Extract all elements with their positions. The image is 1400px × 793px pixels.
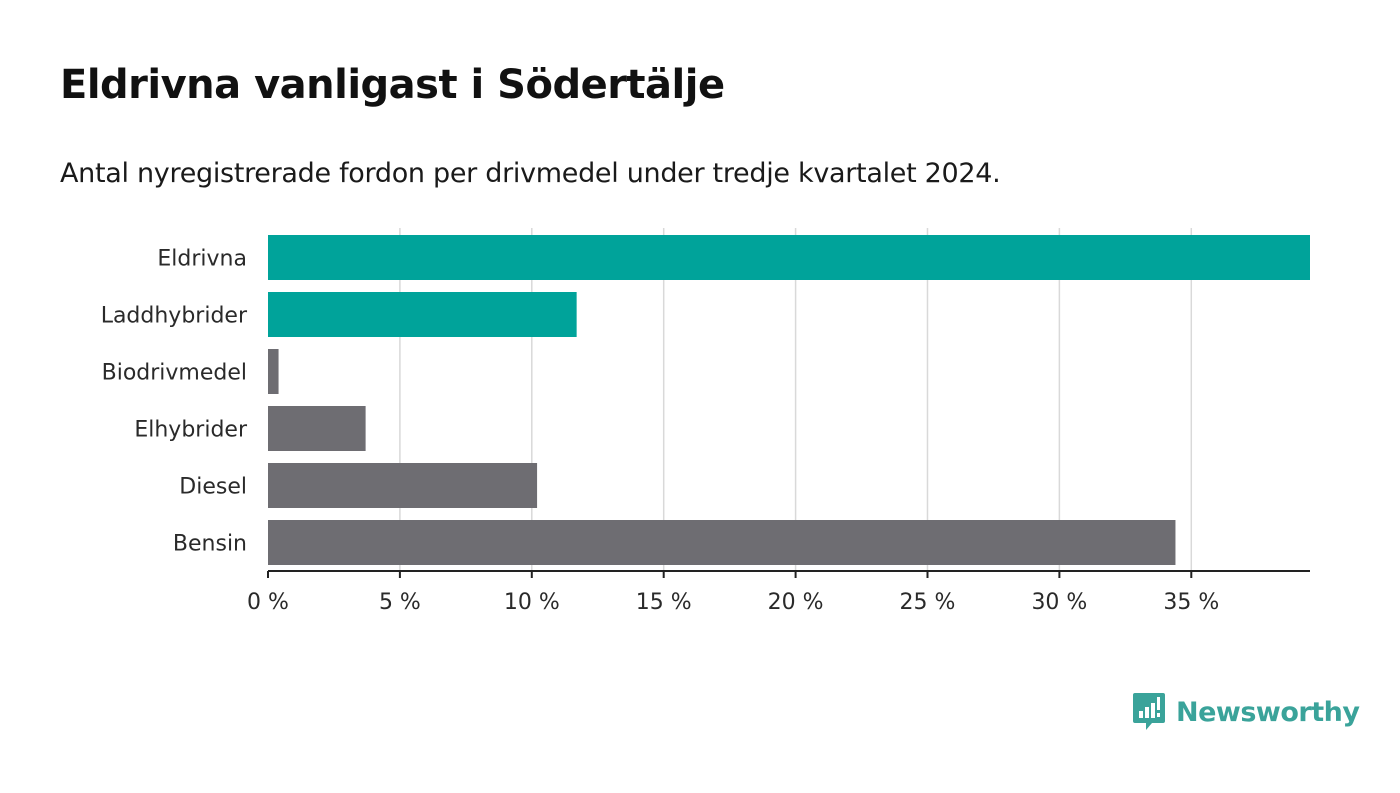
x-tick-label: 35 % — [1163, 590, 1219, 615]
bar-elhybrider — [268, 406, 366, 451]
category-label: Elhybrider — [134, 418, 248, 443]
bar-eldrivna — [268, 235, 1310, 280]
x-tick-label: 15 % — [636, 590, 692, 615]
bar-laddhybrider — [268, 292, 577, 337]
chart-subtitle: Antal nyregistrerade fordon per drivmede… — [60, 158, 1001, 189]
x-tick-label: 0 % — [247, 590, 289, 615]
category-label: Diesel — [179, 475, 247, 500]
category-label: Eldrivna — [157, 247, 247, 272]
bar-biodrivmedel — [268, 349, 279, 394]
x-tick-label: 25 % — [900, 590, 956, 615]
x-tick-label: 20 % — [768, 590, 824, 615]
category-label: Biodrivmedel — [102, 361, 247, 386]
newsworthy-logo-icon — [1133, 693, 1165, 730]
chart-title: Eldrivna vanligast i Södertälje — [60, 62, 725, 108]
x-tick-label: 5 % — [379, 590, 421, 615]
bar-bensin — [268, 520, 1176, 565]
newsworthy-logo-text: Newsworthy — [1176, 696, 1360, 728]
x-tick-label: 10 % — [504, 590, 560, 615]
newsworthy-logo: Newsworthy — [1132, 692, 1360, 732]
bar-diesel — [268, 463, 538, 508]
x-tick-label: 30 % — [1031, 590, 1087, 615]
category-label: Laddhybrider — [101, 304, 248, 329]
category-label: Bensin — [173, 532, 247, 557]
